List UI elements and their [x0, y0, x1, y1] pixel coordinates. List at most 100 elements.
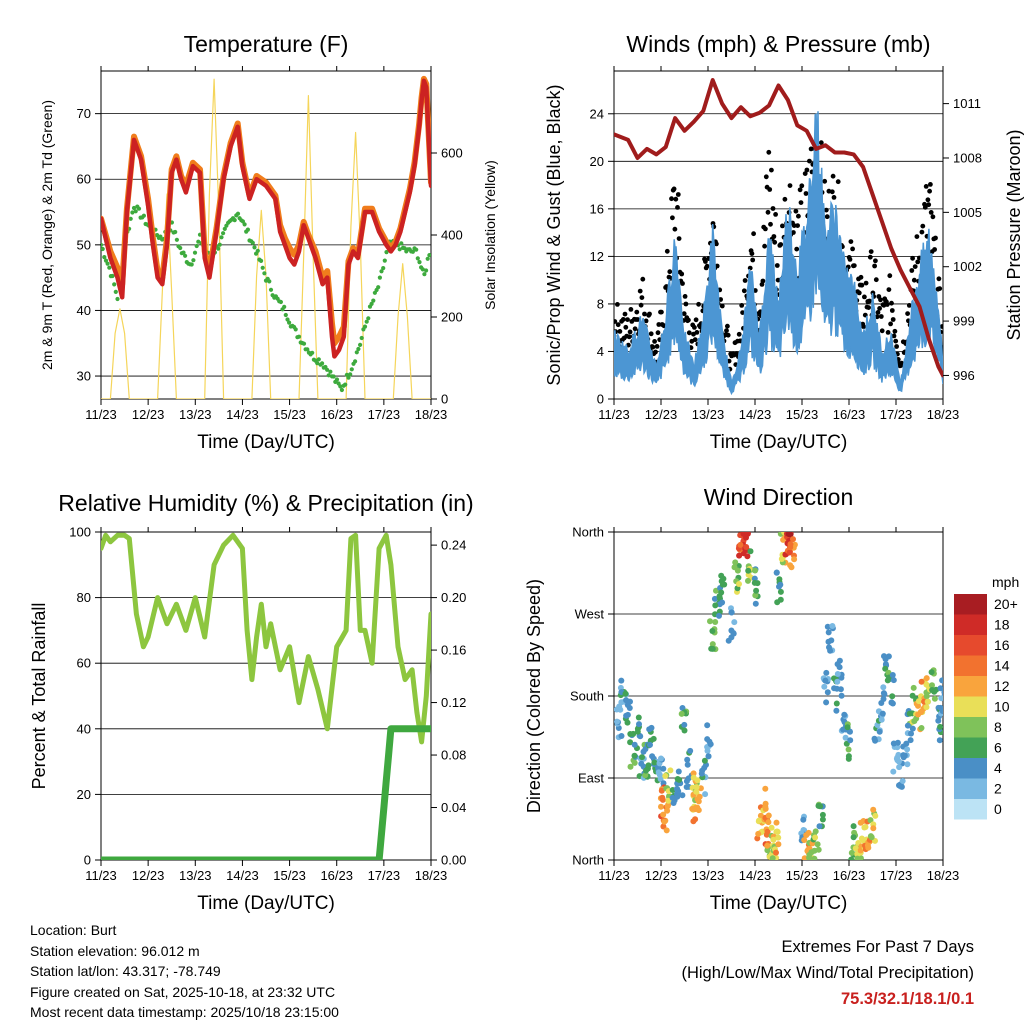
y-tick-label: 40: [77, 303, 91, 318]
x-tick-label: 16/23: [320, 868, 353, 883]
direction-point: [791, 556, 798, 563]
dewpoint-point: [320, 361, 325, 366]
gust-point: [625, 317, 630, 322]
y-tick-label: 4: [597, 344, 604, 359]
direction-point: [931, 688, 938, 695]
direction-point: [736, 581, 742, 587]
dewpoint-point: [359, 335, 364, 341]
x-tick-label: 12/23: [132, 868, 165, 883]
x-tick-label: 15/23: [273, 868, 306, 883]
direction-point: [814, 841, 821, 848]
direction-point: [756, 817, 762, 824]
direction-point: [878, 700, 885, 706]
direction-point: [705, 753, 712, 760]
gust-point: [773, 212, 778, 217]
direction-point: [701, 764, 708, 771]
direction-point: [834, 671, 841, 677]
gust-point: [886, 287, 892, 292]
gust-point: [884, 302, 890, 307]
direction-point: [736, 552, 743, 559]
gust-point: [794, 246, 800, 252]
dewpoint-point: [131, 205, 137, 211]
direction-point: [701, 757, 708, 764]
dewpoint-point: [101, 246, 105, 252]
gust-point: [694, 330, 700, 335]
x-axis-label: Time (Day/UTC): [197, 432, 335, 453]
legend-swatch: [954, 655, 987, 676]
direction-point: [667, 767, 674, 774]
direction-point: [752, 567, 759, 574]
direction-point: [890, 677, 897, 684]
direction-point: [762, 803, 769, 810]
gust-point: [615, 322, 621, 328]
direction-point: [931, 695, 938, 702]
direction-point: [881, 691, 888, 698]
dewpoint-point: [283, 312, 288, 318]
gust-point: [653, 349, 658, 355]
gust-point: [626, 334, 632, 340]
dewpoint-point: [427, 253, 431, 258]
extremes-values: 75.3/32.1/18.1/0.1: [840, 990, 974, 1008]
dewpoint-point: [420, 267, 425, 272]
recent-data-text: Most recent data timestamp: 2025/10/18 2…: [30, 1004, 339, 1020]
dewpoint-point: [417, 260, 422, 265]
dewpoint-point: [110, 273, 115, 279]
location-text: Location: Burt: [30, 922, 117, 938]
direction-point: [755, 830, 762, 837]
direction-point: [712, 602, 719, 609]
direction-point: [850, 834, 857, 841]
y-tick-label: 60: [77, 656, 91, 671]
gust-point: [667, 269, 673, 275]
gust-point: [718, 297, 723, 302]
direction-point: [678, 710, 685, 717]
direction-point: [737, 541, 744, 548]
direction-point: [850, 823, 857, 830]
gust-point: [878, 314, 884, 319]
y-tick-label: North: [572, 525, 604, 540]
direction-point: [773, 819, 780, 826]
direction-point: [681, 721, 688, 728]
gust-point: [643, 318, 649, 324]
direction-point: [642, 772, 649, 779]
gust-point: [669, 196, 674, 202]
dewpoint-point: [278, 299, 283, 305]
direction-point: [876, 728, 883, 735]
gust-point: [851, 263, 857, 268]
x-tick-label: 18/23: [415, 407, 448, 422]
winds-pressure-chart: 0 4 8 12 16 20 24 11/23 12/23 13/23 14/23 15/23 16/2…: [544, 31, 1024, 453]
direction-point: [769, 855, 776, 860]
direction-point: [670, 800, 677, 806]
dewpoint-point: [399, 241, 404, 246]
direction-point: [915, 698, 922, 705]
gust-point: [642, 311, 647, 317]
y2-tick-label: 600: [441, 146, 463, 161]
y-tick-label: 30: [77, 369, 91, 384]
dewpoint-point: [362, 324, 368, 329]
direction-point: [801, 855, 808, 860]
gust-point: [823, 207, 829, 213]
dewpoint-point: [397, 247, 402, 252]
direction-point: [655, 764, 662, 771]
x-tick-label: 12/23: [645, 407, 678, 422]
direction-point: [669, 794, 676, 801]
direction-point: [918, 678, 925, 685]
dewpoint-point: [353, 359, 358, 364]
y-tick-label: 60: [77, 172, 91, 187]
direction-point: [908, 730, 914, 737]
direction-point: [744, 553, 751, 560]
gust-point: [795, 223, 800, 229]
direction-point: [824, 623, 831, 630]
gust-point: [890, 317, 896, 322]
direction-point: [819, 811, 826, 818]
y-tick-label: East: [578, 771, 604, 786]
y-tick-label: 0: [597, 392, 604, 407]
legend-swatch: [954, 737, 987, 758]
direction-point: [821, 683, 828, 690]
x-tick-label: 11/23: [598, 407, 630, 422]
dewpoint-point: [343, 382, 348, 387]
dewpoint-point: [310, 350, 315, 355]
direction-point: [631, 752, 638, 759]
direction-point: [844, 724, 851, 731]
dewpoint-point: [364, 319, 369, 324]
